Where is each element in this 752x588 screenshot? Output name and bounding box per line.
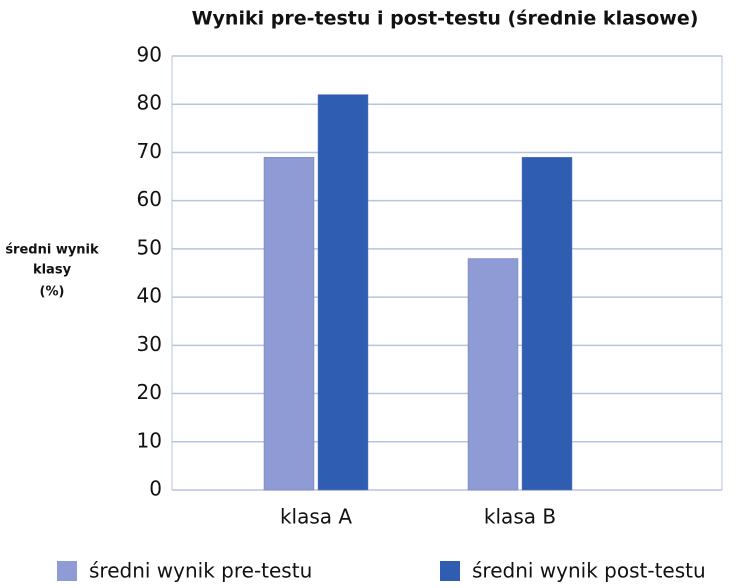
plot-area bbox=[171, 55, 723, 491]
y-axis-label: klasy bbox=[33, 263, 72, 278]
y-tick-label: 80 bbox=[137, 91, 162, 115]
y-tick-label: 90 bbox=[137, 43, 162, 67]
legend-swatch bbox=[440, 561, 460, 581]
legend-label: średni wynik post-testu bbox=[472, 559, 706, 583]
bar bbox=[263, 157, 315, 491]
y-tick-label: 10 bbox=[137, 428, 162, 452]
legend-swatch bbox=[57, 561, 77, 581]
y-tick-label: 50 bbox=[137, 235, 162, 259]
x-tick-label: klasa A bbox=[280, 505, 352, 529]
y-tick-label: 30 bbox=[137, 332, 162, 356]
y-tick-label: 40 bbox=[137, 284, 162, 308]
y-tick-label: 0 bbox=[149, 477, 162, 501]
bar bbox=[467, 258, 519, 491]
chart-title: Wyniki pre-testu i post-testu (średnie k… bbox=[192, 8, 699, 30]
y-tick-label: 70 bbox=[137, 139, 162, 163]
y-axis-label: średni wynik bbox=[5, 243, 99, 258]
y-axis-label: (%) bbox=[40, 285, 65, 300]
x-tick-label: klasa B bbox=[484, 505, 556, 529]
y-tick-label: 20 bbox=[137, 380, 162, 404]
y-tick-label: 60 bbox=[137, 187, 162, 211]
legend-label: średni wynik pre-testu bbox=[89, 559, 312, 583]
bar bbox=[521, 157, 573, 491]
bar bbox=[317, 94, 369, 491]
